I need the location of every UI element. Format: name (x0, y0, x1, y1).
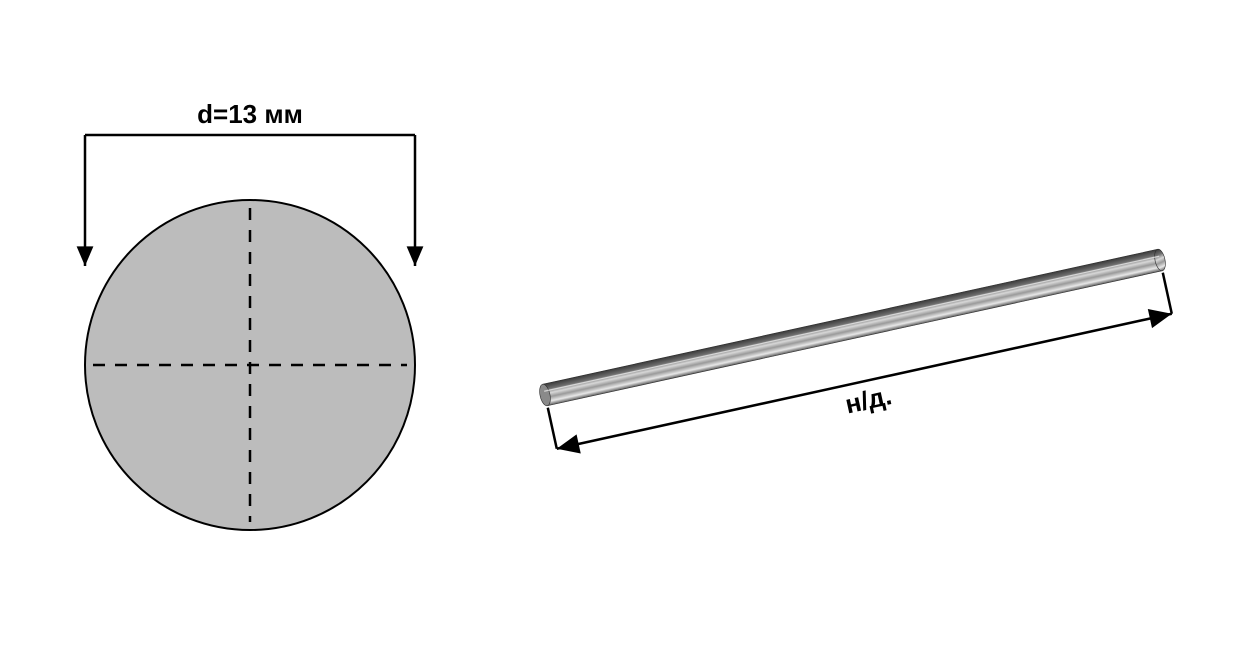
length-arrowhead (557, 434, 581, 453)
length-extension-start (548, 408, 557, 449)
diameter-arrow-right (407, 246, 424, 266)
diameter-arrow-left (77, 246, 94, 266)
rod-highlight (544, 256, 1159, 391)
rod-body (543, 249, 1163, 405)
length-arrowhead (1148, 309, 1172, 328)
length-label: н/д. (842, 380, 894, 419)
length-extension-end (1163, 273, 1172, 314)
diameter-label: d=13 мм (197, 99, 303, 129)
technical-drawing-svg: d=13 мм н/д. (0, 0, 1240, 660)
diagram-canvas: d=13 мм н/д. (0, 0, 1240, 660)
